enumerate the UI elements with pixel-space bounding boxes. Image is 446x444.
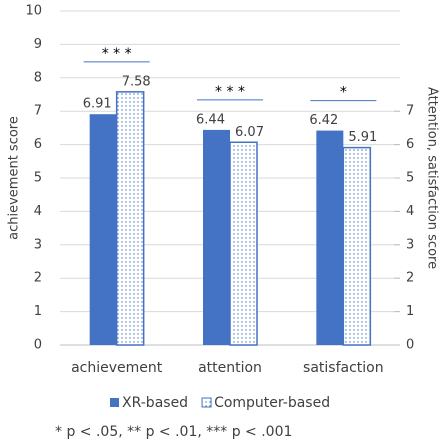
y2-tick-label: 5 [406, 171, 414, 186]
y-tick-label: 4 [34, 204, 42, 219]
y-tick-label: 2 [34, 271, 42, 286]
y2-tick-label: 1 [406, 304, 414, 319]
legend-label: XR-based [122, 395, 188, 411]
value-label: 5.91 [348, 130, 377, 145]
bar [115, 91, 145, 346]
bar [229, 141, 258, 346]
significance-label: * * * [102, 46, 132, 62]
value-label: 6.07 [235, 125, 264, 140]
significance-label: * [340, 85, 347, 101]
bar [342, 146, 372, 346]
y2-tick-label: 4 [406, 204, 414, 219]
y-tick-label: 0 [34, 338, 42, 353]
x-tick-label: satisfaction [303, 360, 384, 376]
value-label: 7.58 [122, 74, 151, 89]
y2-tick-label: 0 [406, 338, 414, 353]
y-tick-label: 3 [34, 237, 42, 252]
y-axis-title: achievement score [7, 116, 22, 240]
y2-axis-title: Attention, satisfaction score [425, 87, 440, 269]
bar [89, 114, 117, 346]
y2-tick-label: 7 [406, 104, 414, 119]
y-tick-label: 9 [34, 37, 42, 52]
bar [316, 130, 344, 345]
bar [203, 129, 230, 345]
value-label: 6.42 [309, 113, 338, 128]
x-tick-label: attention [198, 360, 262, 376]
y-tick-label: 8 [34, 70, 42, 85]
y-tick-label: 6 [34, 137, 42, 152]
value-label: 6.91 [83, 97, 112, 112]
legend-label: Computer-based [214, 395, 330, 411]
y-tick-label: 1 [34, 304, 42, 319]
significance-label: * * * [215, 84, 245, 100]
y-tick-label: 7 [34, 104, 42, 119]
y-tick-label: 5 [34, 171, 42, 186]
footnote: * p < .05, ** p < .01, *** p < .001 [55, 424, 292, 440]
x-tick-label: achievement [71, 360, 163, 376]
y2-tick-label: 6 [406, 137, 414, 152]
y2-tick-label: 2 [406, 271, 414, 286]
y2-tick-label: 3 [406, 237, 414, 252]
y-tick-label: 10 [25, 4, 42, 19]
value-label: 6.44 [196, 112, 225, 127]
legend-swatch [201, 397, 212, 408]
legend-swatch [110, 398, 119, 407]
